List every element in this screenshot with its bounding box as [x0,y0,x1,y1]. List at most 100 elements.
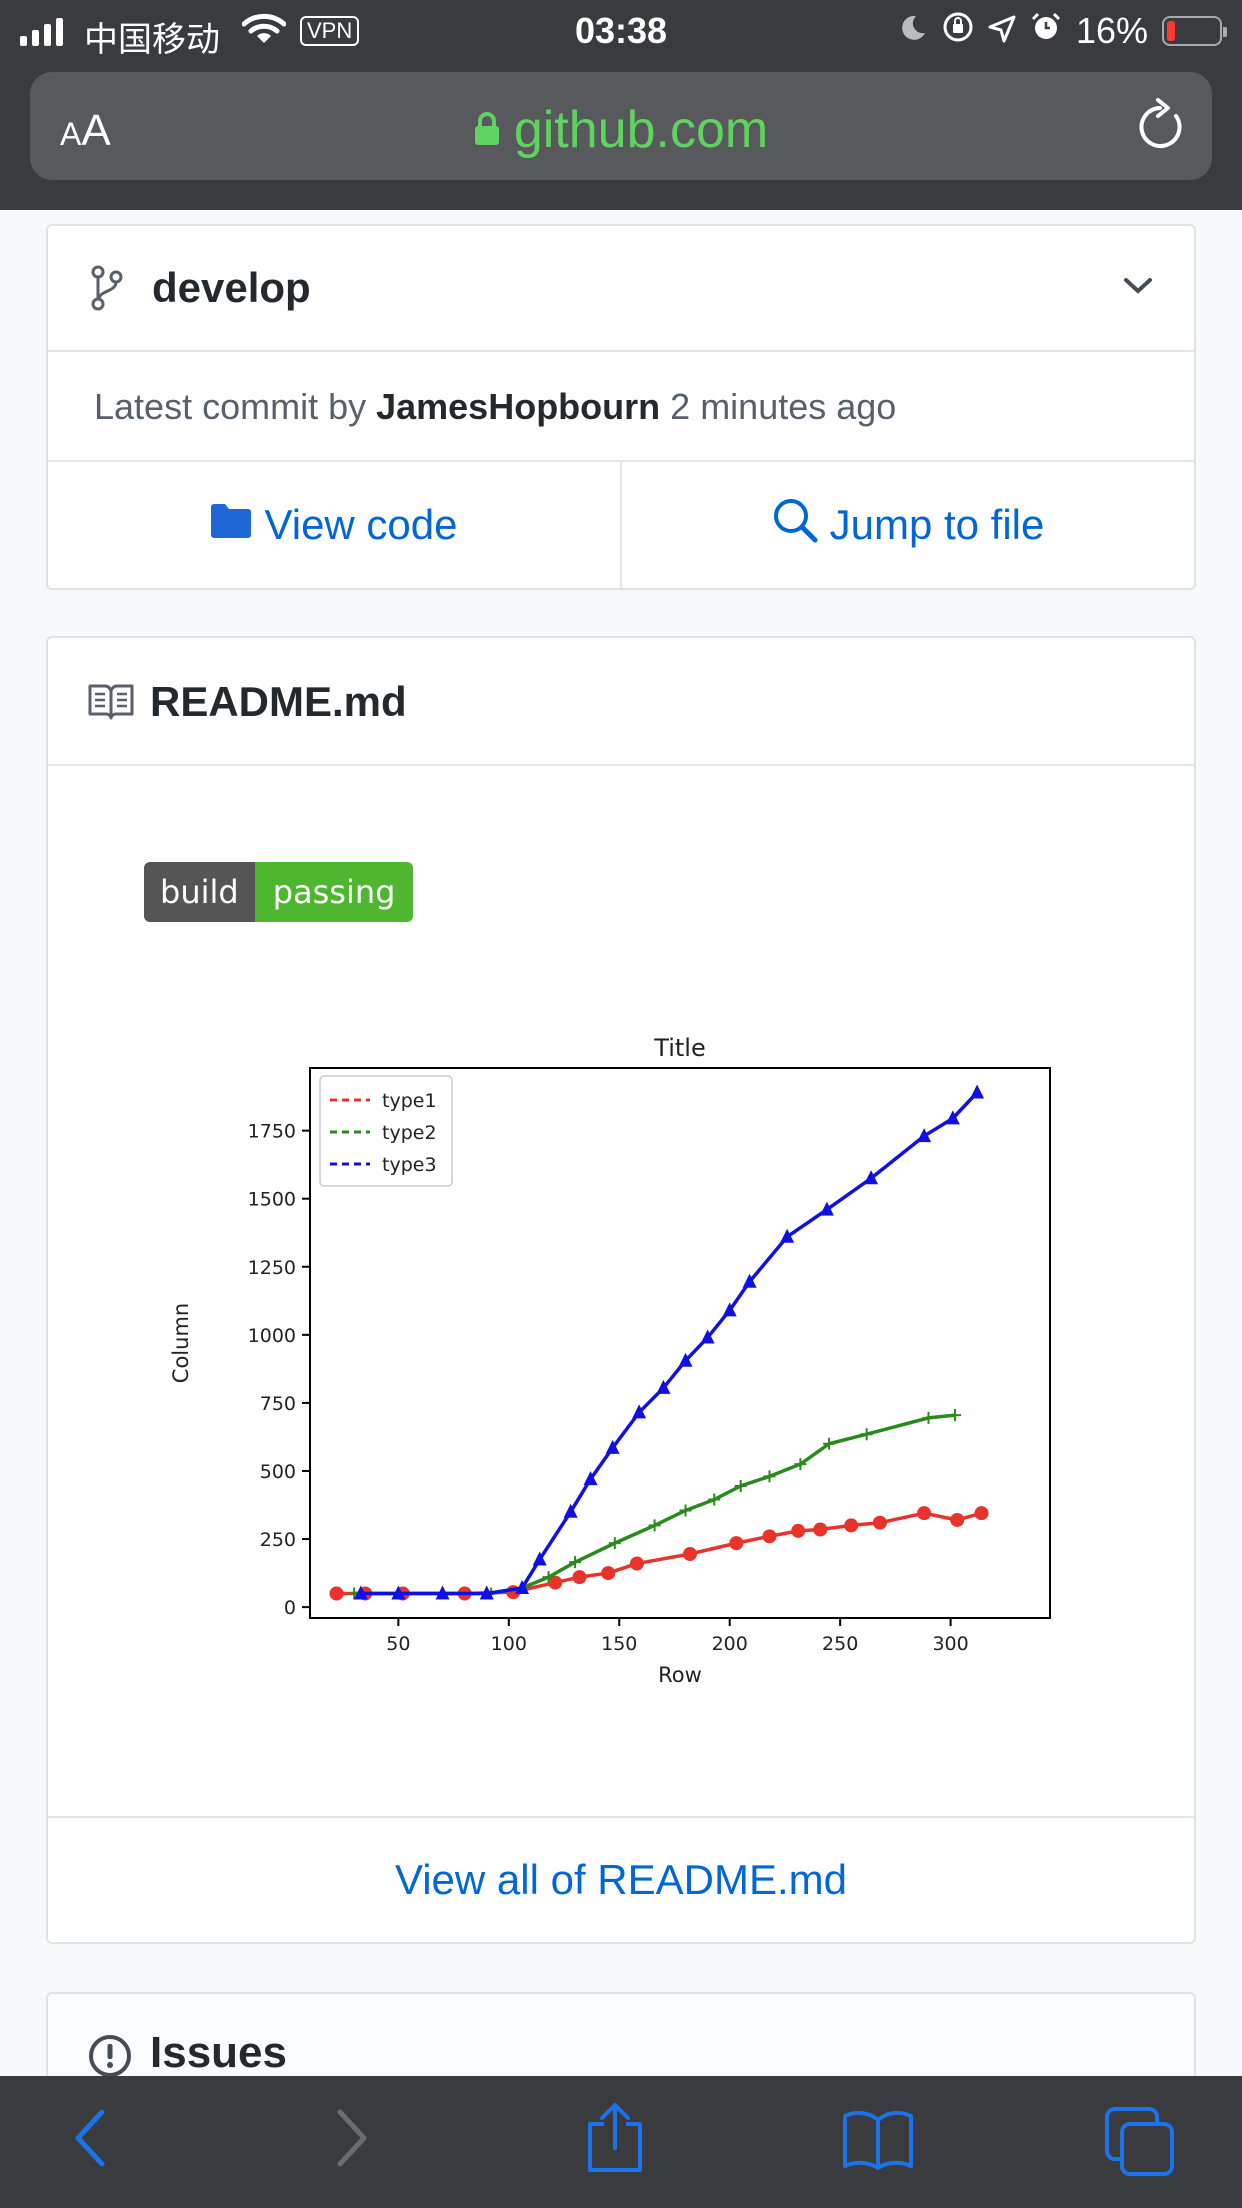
cellular-signal-icon [20,14,63,46]
tabs-icon[interactable] [1104,2106,1176,2181]
chart-x-tick-label: 100 [491,1633,527,1655]
branch-selector[interactable]: develop [48,226,1194,352]
chart-point-type3 [945,1110,960,1125]
chart-point-type1 [950,1512,965,1527]
chart-y-tick-label: 0 [284,1597,296,1619]
view-code-button[interactable]: View code [48,462,620,588]
chart-legend [319,1075,453,1187]
chart-point-type3 [678,1352,693,1367]
chart-point-type1 [629,1556,644,1571]
folder-icon [210,501,252,549]
search-icon [772,497,818,553]
chart-y-tick-label: 1000 [248,1325,296,1347]
chart-point-type2 [860,1428,873,1441]
chart-point-type2 [823,1437,836,1450]
chart-x-tick-label: 250 [822,1633,858,1655]
commit-time: 2 minutes ago [670,386,897,427]
carrier-name: 中国移动 [84,20,220,60]
location-icon [988,10,1016,52]
chart-point-type3 [917,1128,932,1143]
chart-point-type1 [813,1522,828,1537]
chart-point-type2 [922,1411,935,1424]
view-all-readme-link[interactable]: View all of README.md [48,1816,1194,1942]
chart-point-type2 [679,1504,692,1517]
readme-chart: Title Row Column 50 100 150 200 250 300 0 250 500 75… [169,1034,1051,1687]
chart-point-type3 [479,1585,494,1600]
chart-point-type1 [729,1536,744,1551]
book-icon [88,684,134,725]
chart-point-type3 [722,1302,737,1317]
wifi-icon [241,12,287,51]
chart-point-type3 [970,1084,985,1099]
chart-point-type3 [435,1585,450,1600]
url-text: github.com [513,101,769,159]
url-display[interactable]: github.com [30,100,1212,160]
chart-point-type3 [632,1404,647,1419]
chart-y-tick-label: 1250 [248,1257,296,1279]
chevron-down-icon[interactable] [1122,276,1154,301]
address-bar[interactable]: AA github.com [30,72,1212,180]
jump-to-file-button[interactable]: Jump to file [620,462,1194,588]
chart-point-type3 [819,1201,834,1216]
battery-percent: 16% [1075,10,1148,51]
chart-point-type3 [583,1471,598,1486]
back-icon[interactable] [70,2106,110,2175]
chart-title: Title [653,1034,705,1062]
chart-y-tick-label: 1500 [248,1189,296,1211]
chart-x-tick-label: 200 [712,1633,748,1655]
branch-card: develop Latest commit by JamesHopbourn 2… [46,224,1196,590]
share-icon[interactable] [584,2102,646,2179]
chart-legend-label-type3: type3 [382,1154,437,1176]
bookmarks-icon[interactable] [842,2110,914,2175]
chart-y-tick-label: 250 [260,1529,296,1551]
text-size-button[interactable]: AA [60,106,111,155]
chart-point-type3 [391,1585,406,1600]
vpn-indicator: VPN [300,16,360,46]
chart-legend-label-type1: type1 [382,1090,437,1112]
chart-point-type3 [532,1551,547,1566]
orientation-lock-icon [942,10,974,52]
jump-to-file-label: Jump to file [829,501,1045,548]
chart-point-type3 [742,1273,757,1288]
forward-icon[interactable] [332,2106,372,2175]
chart-x-tick-label: 300 [932,1633,968,1655]
readme-card: README.md build passing Title Row Column 50… [46,636,1196,1944]
commit-author[interactable]: JamesHopbourn [376,386,661,427]
chart-point-type2 [708,1493,721,1506]
chart-point-type1 [682,1547,697,1562]
build-status-badge[interactable]: build passing [144,862,414,922]
reload-icon[interactable] [1136,98,1188,159]
chart-point-type1 [329,1586,344,1601]
chart-y-axis-label: Column [169,1303,193,1383]
chart-point-type1 [572,1570,587,1585]
chart-y-tick-label: 1750 [248,1121,296,1143]
issues-title: Issues [150,2028,287,2077]
chart-point-type1 [974,1506,989,1521]
chart-x-axis-label: Row [658,1663,702,1687]
chart-point-type1 [791,1523,806,1538]
chart-point-type1 [917,1506,932,1521]
view-code-label: View code [264,501,458,548]
browser-address-area: AA github.com [0,62,1242,210]
chart-point-type3 [563,1503,578,1518]
battery-icon [1162,16,1227,46]
chart-point-type1 [548,1575,563,1590]
clock: 03:38 [574,10,668,51]
chart-point-type2 [608,1537,621,1550]
do-not-disturb-icon [898,10,928,52]
chart-point-type3 [515,1580,530,1595]
readme-header: README.md [48,638,1194,766]
chart-point-type2 [569,1556,582,1569]
readme-title: README.md [150,678,407,725]
badge-label: build [144,862,255,922]
issue-opened-icon [88,2034,132,2083]
lock-icon [474,99,500,159]
status-bar: 中国移动 VPN 03:38 16% [0,0,1242,62]
chart-x-tick-label: 50 [386,1633,410,1655]
chart-point-type3 [353,1585,368,1600]
chart-point-type3 [656,1379,671,1394]
chart-point-type1 [762,1529,777,1544]
chart-point-type2 [542,1571,555,1584]
chart-point-type2 [794,1458,807,1471]
alarm-icon [1030,10,1062,52]
